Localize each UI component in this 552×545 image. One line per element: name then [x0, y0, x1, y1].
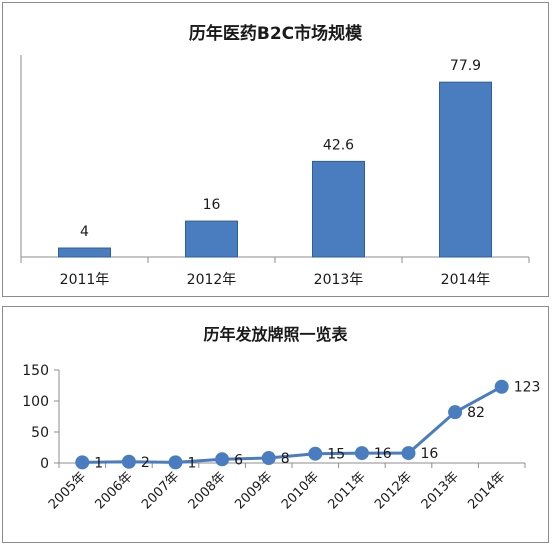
data-point-marker	[401, 446, 416, 461]
point-value-label: 123	[514, 380, 541, 396]
x-tick-label: 2011年	[326, 469, 369, 512]
bar-value-label: 4	[80, 224, 89, 240]
point-value-label: 2	[141, 455, 150, 471]
point-value-label: 16	[374, 446, 392, 462]
data-point-marker	[261, 451, 276, 466]
x-tick-label: 2014年	[465, 469, 508, 512]
data-point-marker	[75, 455, 90, 470]
line-chart-panel: 历年发放牌照一览表 0 50 100 150 1 2005年 2 2006年 1 2007年 6 20…	[2, 306, 549, 543]
x-tick-label: 2012年	[372, 469, 415, 512]
point-value-label: 15	[327, 447, 345, 463]
y-tick-label: 50	[31, 425, 49, 441]
y-tick-label: 150	[22, 363, 49, 379]
x-tick-label: 2012年	[187, 272, 237, 288]
data-point-marker	[121, 454, 136, 469]
x-tick-label: 2010年	[279, 469, 322, 512]
bar	[439, 81, 492, 258]
x-tick-label: 2014年	[441, 272, 491, 288]
data-point-marker	[308, 446, 323, 461]
data-point-marker	[354, 446, 369, 461]
line-chart-title: 历年发放牌照一览表	[203, 325, 348, 344]
x-tick-label: 2007年	[139, 469, 182, 512]
y-tick-label: 100	[22, 394, 49, 410]
x-tick-label: 2013年	[419, 469, 462, 512]
point-value-label: 1	[94, 455, 103, 471]
point-value-label: 82	[467, 405, 485, 421]
x-tick-label: 2006年	[93, 469, 136, 512]
point-value-label: 6	[234, 452, 243, 468]
bar-value-label: 42.6	[323, 137, 354, 153]
x-tick-label: 2011年	[60, 272, 110, 288]
series-line	[82, 385, 503, 464]
data-point-marker	[168, 455, 183, 470]
x-tick-label: 2008年	[186, 469, 229, 512]
y-tick-label: 0	[40, 456, 49, 472]
bar	[58, 247, 111, 258]
bar-chart-title: 历年医药B2C市场规模	[188, 24, 363, 44]
point-value-label: 1	[188, 455, 197, 471]
data-point-marker	[448, 405, 463, 420]
bar-chart: 4 2011年 16 2012年 42.6 2013年 77.9 2014年	[20, 55, 530, 288]
point-value-label: 16	[421, 446, 439, 462]
x-tick-label: 2005年	[46, 469, 89, 512]
line-chart: 05010015012005年22006年12007年62008年82009年1…	[22, 363, 541, 512]
bar	[312, 160, 365, 258]
x-tick-label: 2013年	[314, 272, 364, 288]
bar	[185, 220, 238, 258]
data-point-marker	[494, 379, 509, 394]
bar-chart-panel: 历年医药B2C市场规模 4 2011年 16 2012年 42.6 2013年 77.9 20…	[2, 2, 549, 297]
data-point-marker	[215, 452, 230, 467]
point-value-label: 8	[281, 451, 290, 467]
bar-value-label: 16	[203, 197, 221, 213]
x-tick-label: 2009年	[232, 469, 275, 512]
bar-value-label: 77.9	[450, 58, 481, 74]
